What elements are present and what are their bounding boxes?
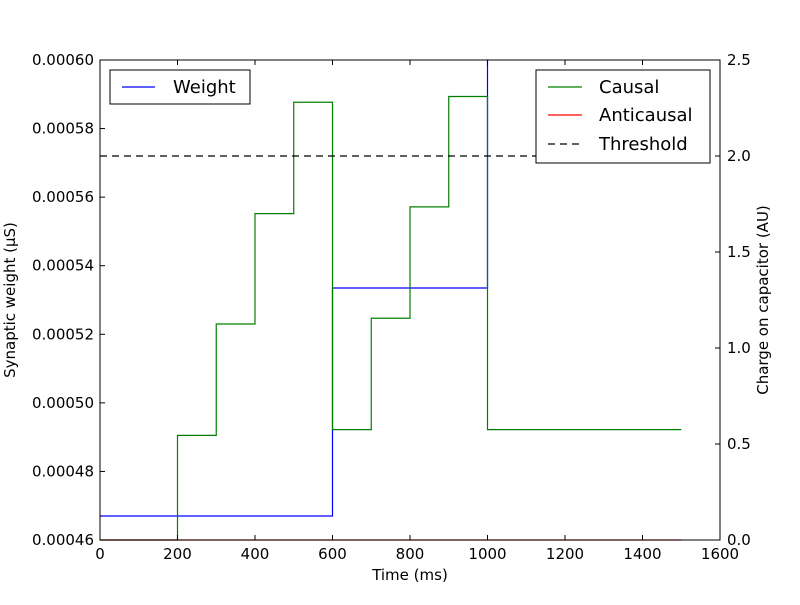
y-right-tick-label: 0.5 [727, 435, 751, 453]
x-tick-label: 400 [241, 545, 270, 563]
y-left-tick-label: 0.00050 [32, 394, 94, 412]
y-left-tick-label: 0.00054 [32, 257, 94, 275]
x-tick-label: 200 [163, 545, 192, 563]
y-left-tick-label: 0.00048 [32, 462, 94, 480]
y-right-tick-label: 1.5 [727, 243, 751, 261]
x-tick-label: 600 [318, 545, 347, 563]
legend-capacitor: Causal Anticausal Threshold [535, 69, 711, 164]
x-axis-label: Time (ms) [371, 566, 448, 584]
x-tick-label: 1200 [546, 545, 584, 563]
y-left-tick-label: 0.00060 [32, 51, 94, 69]
y-left-tick-label: 0.00046 [32, 531, 94, 549]
y-right-tick-label: 1.0 [727, 339, 751, 357]
y-axis-label-right: Charge on capacitor (AU) [754, 205, 772, 395]
x-tick-label: 1400 [623, 545, 661, 563]
y-right-tick-label: 2.5 [727, 51, 751, 69]
y-right-tick-label: 2.0 [727, 147, 751, 165]
y-left-tick-label: 0.00052 [32, 325, 94, 343]
y-left-tick-label: 0.00058 [32, 120, 94, 138]
legend-label-anticausal: Anticausal [599, 105, 693, 126]
y-axis-label-left: Synaptic weight (μS) [1, 222, 19, 378]
series-line-causal [100, 95, 682, 541]
ticks-layer: 0 200 400 600 800 1000 1200 1400 16000.000460.00… [32, 51, 751, 563]
x-tick-label: 1600 [701, 545, 739, 563]
x-tick-label: 800 [396, 545, 425, 563]
legend-weight: Weight [109, 69, 251, 105]
legend-label-threshold: Threshold [598, 134, 688, 155]
legend-label-causal: Causal [599, 77, 659, 98]
y-left-tick-label: 0.00056 [32, 188, 94, 206]
y-right-tick-label: 0.0 [727, 531, 751, 549]
legend-label-weight: Weight [173, 77, 236, 98]
x-tick-label: 1000 [468, 545, 506, 563]
x-tick-label: 0 [95, 545, 105, 563]
legend-capacitor-box [535, 69, 711, 164]
